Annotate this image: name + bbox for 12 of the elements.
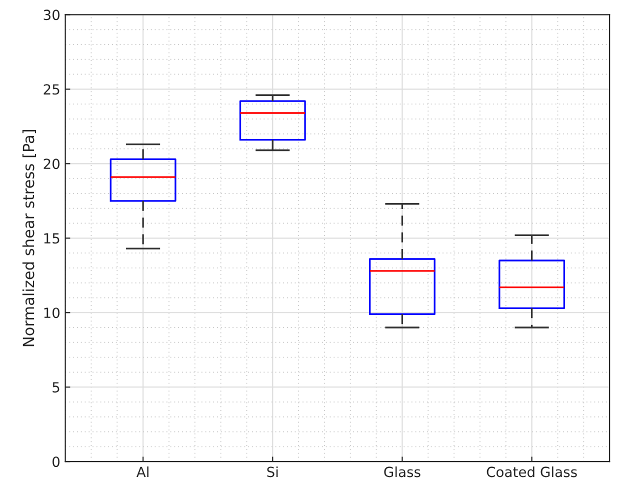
y-tick-label: 0 xyxy=(52,456,60,468)
y-tick-label: 15 xyxy=(44,233,60,244)
y-tick-label: 30 xyxy=(44,10,60,20)
y-tick-label: 25 xyxy=(44,84,60,95)
x-tick-label: Si xyxy=(267,466,278,478)
x-tick-label: Al xyxy=(136,466,148,477)
y-axis-title: Normalized shear stress [Pa] xyxy=(22,130,36,346)
y-tick-label: 5 xyxy=(52,382,60,393)
y-tick-label: 10 xyxy=(44,308,60,318)
x-tick-label: Coated Glass xyxy=(486,466,577,478)
x-tick-label: Glass xyxy=(384,466,420,478)
y-tick-label: 20 xyxy=(44,158,60,170)
